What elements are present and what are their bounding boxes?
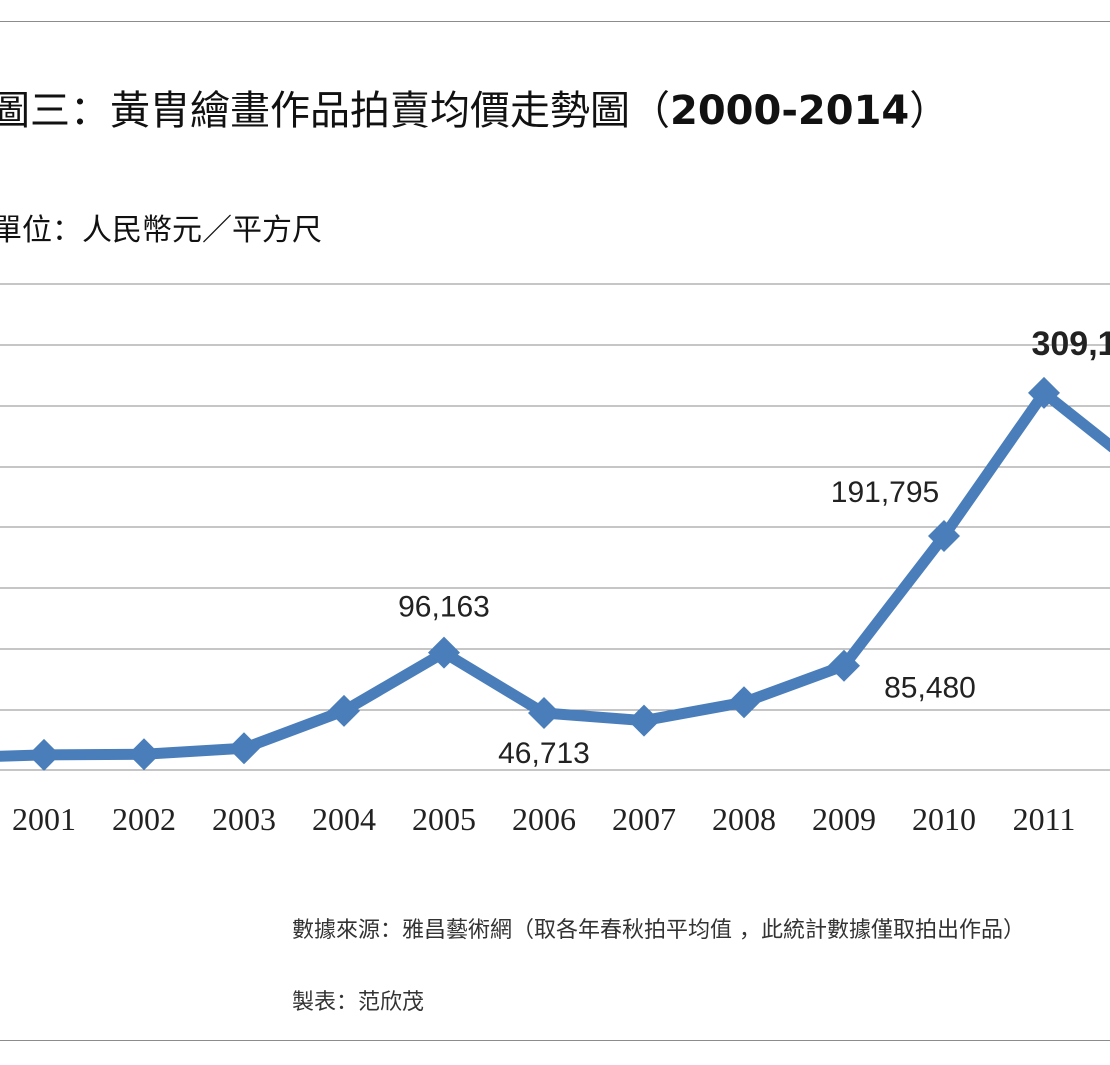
data-point-marker [128, 738, 160, 771]
data-point-marker [528, 697, 560, 730]
x-tick-label: 2006 [512, 801, 576, 837]
chart-title: 圖三：黃胄繪畫作品拍賣均價走勢圖（2000-2014） [0, 78, 949, 136]
title-prefix: 圖三：黃胄繪畫作品拍賣均價走勢圖（ [0, 88, 670, 134]
data-label: 191,795 [831, 476, 939, 509]
title-suffix: ） [909, 88, 950, 134]
x-tick-label: 2005 [412, 801, 476, 837]
data-label: 309,117 [1031, 325, 1110, 363]
data-point-marker [428, 636, 460, 669]
author-note: 製表：范欣茂 [292, 990, 425, 1015]
data-point-marker [1028, 376, 1060, 409]
gridlines [0, 283, 1110, 771]
data-point-marker [228, 732, 260, 765]
x-tick-label: 2003 [212, 801, 276, 837]
x-tick-label: 2008 [712, 801, 776, 837]
x-tick-label: 2001 [12, 801, 76, 837]
x-tick-label: 2002 [112, 801, 176, 837]
data-markers [28, 376, 1060, 771]
data-label: 46,713 [498, 737, 590, 770]
x-axis-ticks: 2001 2002 2003 2004 2005 2006 2007 2008 2009 2010… [12, 801, 1075, 837]
x-tick-label: 2009 [812, 801, 876, 837]
x-tick-label: 2004 [312, 801, 376, 837]
x-tick-label: 2011 [1013, 801, 1076, 837]
data-label: 85,480 [884, 672, 976, 705]
data-labels: 96,163 46,713 85,480 191,795 309,117 [398, 325, 1110, 770]
source-note: 數據來源：雅昌藝術網（取各年春秋拍平均值 ，此統計數據僅取拍出作品） [292, 918, 1025, 943]
data-point-marker [628, 704, 660, 737]
top-border [0, 21, 1110, 22]
x-tick-label: 2010 [912, 801, 976, 837]
data-point-marker [328, 694, 360, 727]
unit-label: 單位：人民幣元／平方尺 [0, 213, 322, 248]
data-point-marker [928, 520, 960, 553]
x-tick-label: 2007 [612, 801, 676, 837]
bottom-border [0, 1040, 1110, 1041]
data-point-marker [28, 738, 60, 771]
data-point-marker [728, 686, 760, 719]
data-label: 96,163 [398, 591, 490, 624]
data-point-marker [828, 649, 860, 682]
title-years: 2000-2014 [670, 88, 910, 134]
